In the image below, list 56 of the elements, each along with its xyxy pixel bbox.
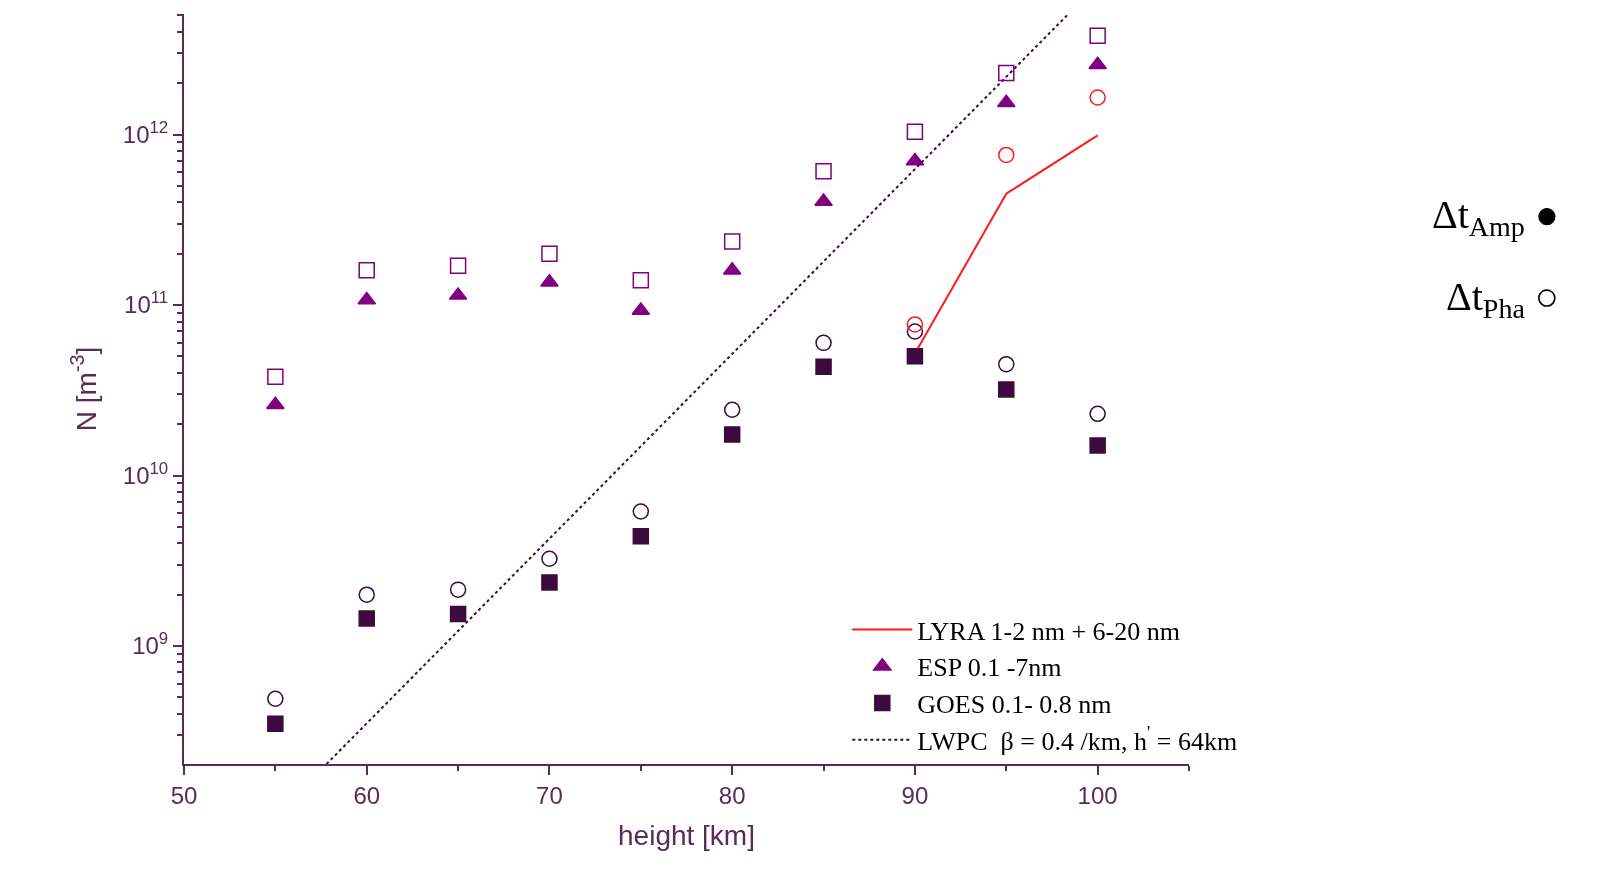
point: [1089, 405, 1106, 423]
point: [906, 316, 924, 333]
point: [906, 323, 924, 340]
point: [1089, 27, 1106, 45]
point: [449, 257, 467, 275]
point: [998, 355, 1015, 373]
point: [1089, 89, 1106, 106]
point: [357, 291, 377, 305]
point: [723, 233, 741, 250]
point: [267, 715, 284, 732]
point: [358, 262, 375, 279]
y-tick-label: 10$^{10}$: [122, 458, 169, 489]
x-tick-label: 50: [170, 781, 198, 809]
point: [815, 358, 832, 375]
point: [632, 271, 650, 289]
point: [815, 162, 832, 180]
point: [905, 152, 925, 166]
point: [449, 581, 467, 598]
point: [632, 528, 650, 545]
point: [723, 426, 741, 443]
point: [996, 94, 1016, 108]
point: [541, 574, 558, 591]
point: [815, 334, 832, 352]
text: Δt$_{Pha}$ ○: [1446, 274, 1560, 325]
x-tick-label: 60: [353, 781, 381, 809]
x-tick-label: 90: [901, 781, 929, 809]
x-tick-label: 80: [718, 781, 746, 809]
point: [998, 64, 1015, 82]
x-tick-label: 100: [1077, 781, 1118, 809]
legend-label: LYRA 1-2 nm + 6-20 nm: [917, 616, 1180, 646]
point: [358, 610, 375, 627]
point: [541, 550, 558, 567]
point: [267, 368, 284, 385]
point: [998, 146, 1015, 164]
point: [358, 586, 375, 603]
x-tick-label: 70: [536, 781, 563, 809]
point: [906, 348, 924, 365]
y-tick-label: 10$^{11}$: [124, 288, 169, 319]
text: Δt$_{Amp}$ ●: [1432, 192, 1560, 243]
point: [1088, 56, 1108, 70]
point: [632, 503, 650, 520]
x-axis-title: height [km]: [618, 820, 755, 852]
point: [541, 245, 558, 262]
legend-label: GOES 0.1- 0.8 nm: [917, 690, 1112, 720]
legend-label: ESP 0.1 -7nm: [917, 653, 1062, 683]
y-tick-label: 10$^{12}$: [122, 117, 169, 149]
point: [449, 605, 467, 623]
legend-label: LWPC β = 0.4 /km, h$^{'}$ = 64km: [917, 723, 1238, 756]
point: [267, 690, 284, 708]
y-tick-label: 10$^{9}$: [132, 629, 169, 660]
point: [814, 193, 833, 207]
point: [265, 396, 285, 410]
point: [1089, 437, 1106, 454]
point: [906, 123, 924, 140]
point: [998, 381, 1015, 398]
point: [723, 401, 741, 419]
